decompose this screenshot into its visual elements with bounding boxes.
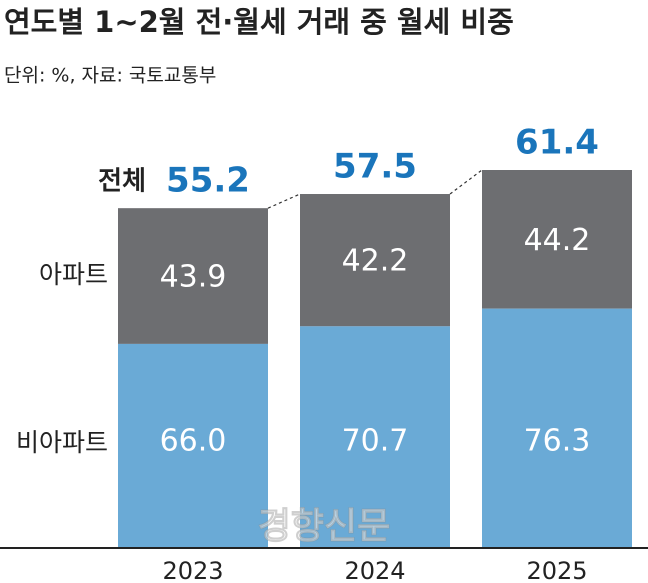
total-label: 55.2: [166, 161, 250, 201]
x-tick-label: 2023: [162, 557, 223, 583]
x-tick-label: 2025: [526, 557, 587, 583]
bar-segment: [482, 170, 632, 309]
bar-segment: [482, 308, 632, 548]
bar-segment: [118, 208, 268, 344]
connector: [267, 193, 301, 209]
watermark: 경향신문: [258, 506, 390, 547]
bar-segment: [118, 343, 268, 548]
value-label: 66.0: [160, 424, 227, 459]
value-label: 43.9: [160, 260, 227, 295]
x-tick-label: 2024: [344, 557, 405, 583]
total-label: 57.5: [333, 147, 417, 187]
connector: [449, 169, 483, 195]
value-label: 42.2: [342, 244, 409, 279]
value-label: 70.7: [342, 424, 409, 459]
chart-title: 연도별 1~2월 전·월세 거래 중 월세 비중: [4, 5, 514, 39]
bar-segment: [300, 326, 450, 548]
series-label: 비아파트: [16, 428, 108, 457]
chart-subtitle: 단위: %, 자료: 국토교통부: [4, 65, 216, 87]
total-label: 61.4: [515, 123, 599, 163]
total-name: 전체: [98, 167, 146, 197]
value-label: 76.3: [524, 424, 591, 459]
series-label: 아파트: [39, 260, 108, 289]
bar-segment: [300, 194, 450, 327]
value-label: 44.2: [524, 223, 591, 258]
